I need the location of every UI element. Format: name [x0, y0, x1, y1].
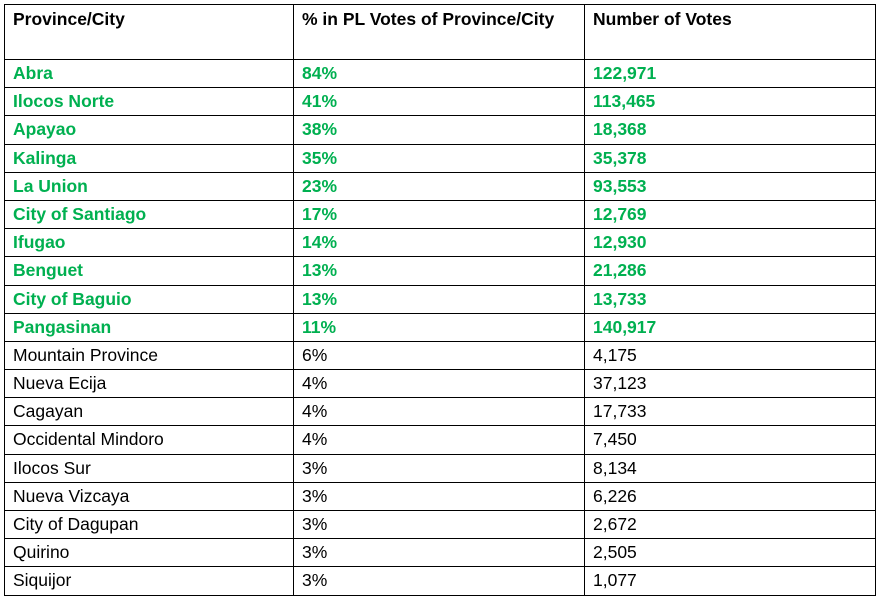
- province-cell: Quirino: [4, 538, 294, 568]
- percent-cell: 6%: [293, 340, 585, 371]
- table-row: Quirino 3% 2,505: [4, 538, 876, 568]
- province-cell: City of Baguio: [4, 284, 294, 314]
- votes-cell: 12,930: [584, 228, 876, 258]
- percent-cell: 3%: [293, 566, 585, 596]
- votes-cell: 21,286: [584, 256, 876, 286]
- table-row: City of Santiago 17% 12,769: [4, 199, 876, 230]
- province-cell: Kalinga: [4, 143, 294, 173]
- province-cell: La Union: [4, 171, 294, 201]
- votes-cell: 2,672: [584, 509, 876, 540]
- percent-cell: 17%: [293, 199, 585, 230]
- province-cell: Apayao: [4, 115, 294, 145]
- province-cell: Occidental Mindoro: [4, 425, 294, 455]
- header-percent: % in PL Votes of Province/City: [293, 4, 585, 60]
- percent-cell: 3%: [293, 538, 585, 568]
- table-row: Pangasinan 11% 140,917: [4, 312, 876, 342]
- votes-cell: 17,733: [584, 397, 876, 427]
- table-row: Kalinga 35% 35,378: [4, 143, 876, 173]
- votes-cell: 35,378: [584, 143, 876, 173]
- votes-cell: 7,450: [584, 425, 876, 455]
- province-cell: Siquijor: [4, 566, 294, 596]
- header-province: Province/City: [4, 4, 294, 60]
- percent-cell: 14%: [293, 228, 585, 258]
- votes-cell: 2,505: [584, 538, 876, 568]
- province-cell: Ilocos Sur: [4, 453, 294, 483]
- votes-cell: 37,123: [584, 369, 876, 399]
- header-votes: Number of Votes: [584, 4, 876, 60]
- province-cell: Ifugao: [4, 228, 294, 258]
- votes-cell: 12,769: [584, 199, 876, 230]
- table-row: Occidental Mindoro 4% 7,450: [4, 425, 876, 455]
- percent-cell: 11%: [293, 312, 585, 342]
- votes-cell: 13,733: [584, 284, 876, 314]
- table-body: Abra 84% 122,971 Ilocos Norte 41% 113,465 Apay…: [4, 58, 876, 596]
- votes-cell: 122,971: [584, 58, 876, 89]
- table-row: La Union 23% 93,553: [4, 171, 876, 201]
- table-row: Benguet 13% 21,286: [4, 256, 876, 286]
- percent-cell: 38%: [293, 115, 585, 145]
- table-row: Abra 84% 122,971: [4, 58, 876, 89]
- votes-cell: 18,368: [584, 115, 876, 145]
- percent-cell: 4%: [293, 425, 585, 455]
- votes-cell: 6,226: [584, 481, 876, 512]
- votes-cell: 8,134: [584, 453, 876, 483]
- table-row: Ilocos Sur 3% 8,134: [4, 453, 876, 483]
- percent-cell: 84%: [293, 58, 585, 89]
- province-cell: Pangasinan: [4, 312, 294, 342]
- votes-cell: 1,077: [584, 566, 876, 596]
- table-row: City of Dagupan 3% 2,672: [4, 509, 876, 540]
- votes-table: Province/City % in PL Votes of Province/…: [4, 4, 876, 596]
- percent-cell: 41%: [293, 87, 585, 117]
- province-cell: Ilocos Norte: [4, 87, 294, 117]
- votes-cell: 93,553: [584, 171, 876, 201]
- table-row: Apayao 38% 18,368: [4, 115, 876, 145]
- province-cell: Mountain Province: [4, 340, 294, 371]
- province-cell: Benguet: [4, 256, 294, 286]
- table-row: Nueva Vizcaya 3% 6,226: [4, 481, 876, 512]
- table-row: Nueva Ecija 4% 37,123: [4, 369, 876, 399]
- percent-cell: 4%: [293, 397, 585, 427]
- table-row: City of Baguio 13% 13,733: [4, 284, 876, 314]
- percent-cell: 4%: [293, 369, 585, 399]
- province-cell: Cagayan: [4, 397, 294, 427]
- province-cell: City of Dagupan: [4, 509, 294, 540]
- votes-cell: 140,917: [584, 312, 876, 342]
- percent-cell: 13%: [293, 256, 585, 286]
- header-row: Province/City % in PL Votes of Province/…: [4, 4, 876, 60]
- table-row: Siquijor 3% 1,077: [4, 566, 876, 596]
- province-cell: Nueva Ecija: [4, 369, 294, 399]
- percent-cell: 3%: [293, 481, 585, 512]
- votes-cell: 113,465: [584, 87, 876, 117]
- table-header: Province/City % in PL Votes of Province/…: [4, 4, 876, 60]
- table-row: Cagayan 4% 17,733: [4, 397, 876, 427]
- province-cell: Abra: [4, 58, 294, 89]
- table-row: Mountain Province 6% 4,175: [4, 340, 876, 371]
- table-row: Ilocos Norte 41% 113,465: [4, 87, 876, 117]
- province-cell: City of Santiago: [4, 199, 294, 230]
- percent-cell: 23%: [293, 171, 585, 201]
- votes-cell: 4,175: [584, 340, 876, 371]
- province-cell: Nueva Vizcaya: [4, 481, 294, 512]
- percent-cell: 3%: [293, 453, 585, 483]
- percent-cell: 13%: [293, 284, 585, 314]
- table-row: Ifugao 14% 12,930: [4, 228, 876, 258]
- percent-cell: 35%: [293, 143, 585, 173]
- percent-cell: 3%: [293, 509, 585, 540]
